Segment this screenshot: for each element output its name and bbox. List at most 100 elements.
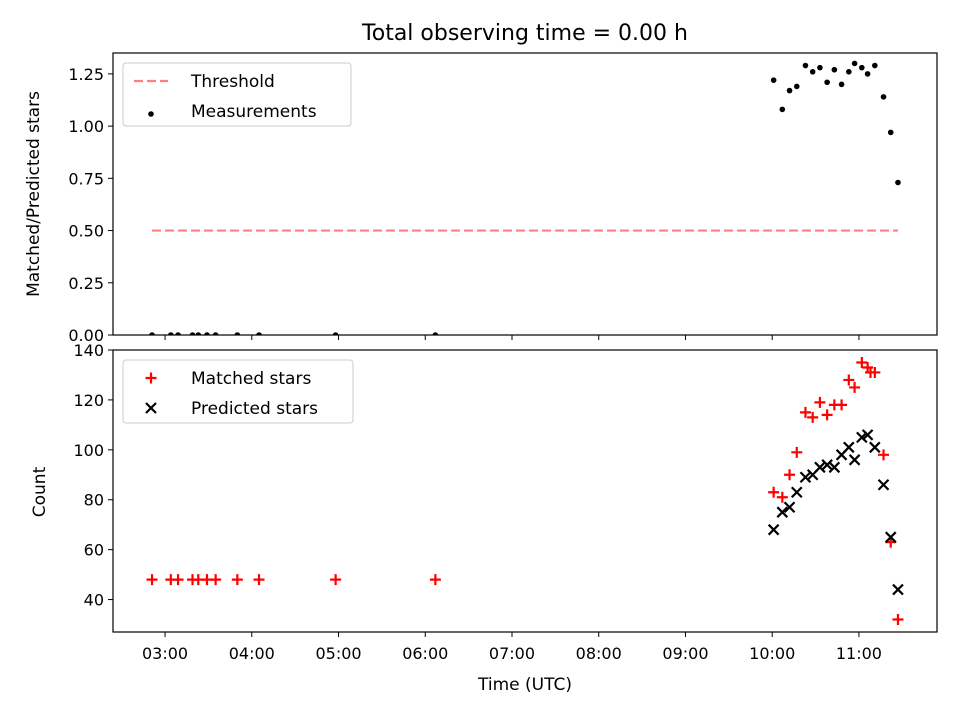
measurement-point [864,71,871,77]
matched-star-point [799,406,811,418]
measurement-point [802,62,809,69]
top-y-tick-label: 0.75 [68,169,104,188]
predicted-star-point [869,441,881,454]
x-tick-label: 08:00 [576,644,622,663]
top-legend: Threshold Measurements [122,62,352,127]
measurement-point [195,332,202,335]
predicted-star-point [799,471,812,484]
measurement-point [895,179,901,186]
matched-star-point [210,574,222,586]
legend-entry-label: Measurements [191,102,317,122]
chart-title: Total observing time = 0.00 h [361,21,688,46]
matched-star-point [784,469,796,481]
measurement-point [770,77,777,83]
matched-star-point [821,409,833,421]
matched-star-point [146,574,158,586]
measurement-point [838,81,845,88]
x-tick-label: 04:00 [229,644,275,663]
matched-star-point [231,574,243,586]
legend-entry-label: Matched stars [191,369,311,389]
measurement-point [887,129,894,136]
x-tick-label: 06:00 [402,644,448,663]
matched-star-point [856,356,868,368]
measurement-point [872,62,878,69]
x-tick-label: 07:00 [489,644,535,663]
matched-star-point [849,381,861,393]
matched-star-point [807,411,819,423]
predicted-star-point [843,441,855,454]
measurement-point [256,332,262,335]
matched-star-point [776,491,788,503]
bottom-y-tick-label: 60 [84,541,104,560]
legend-entry-label: Predicted stars [191,399,318,419]
measurement-point [786,87,793,94]
measurement-point [149,332,155,335]
measurement-point [817,64,823,71]
predicted-star-point [814,461,826,474]
measurement-point [851,60,858,67]
predicted-star-point [828,461,841,474]
measurement-point [212,332,219,335]
legend-matched-swatch [145,372,157,384]
measurement-point [809,69,816,75]
x-tick-label: 05:00 [315,644,361,663]
legend-measurement-swatch [148,111,154,117]
measurement-point [234,332,241,335]
bottom-y-axis-label: Count [30,466,50,517]
top-y-tick-label: 0.00 [68,326,104,345]
matched-star-point [768,486,780,498]
top-y-tick-label: 1.25 [68,65,104,84]
legend-entry-label: Threshold [190,72,275,92]
measurement-point [168,332,174,335]
top-y-tick-label: 0.50 [68,222,104,241]
predicted-star-point [767,523,780,536]
predicted-star-point [877,478,890,491]
predicted-star-point [821,459,833,471]
measurement-point [332,332,339,335]
matched-star-point [791,446,803,458]
predicted-star-point [848,454,861,466]
matched-star-point [878,449,890,461]
matched-star-point [869,366,881,378]
measurement-point [831,66,838,73]
measurement-point [859,64,865,71]
predicted-star-point [783,501,796,513]
x-tick-label: 03:00 [142,644,188,663]
predicted-star-point [892,583,904,596]
top-y-tick-label: 1.00 [68,117,104,136]
top-y-tick-label: 0.25 [68,274,104,293]
bottom-y-tick-label: 40 [84,591,104,610]
measurement-point [432,332,439,335]
predicted-star-point [884,531,897,543]
measurement-point [846,69,852,75]
matched-star-point [836,399,848,411]
matched-star-point [172,574,184,586]
bottom-y-tick-label: 120 [73,391,104,410]
matched-star-point [330,574,342,586]
measurement-point [824,79,830,86]
predicted-star-point [776,506,789,518]
measurement-point [880,94,887,100]
matched-star-point [253,574,265,586]
predicted-star-point [856,431,868,444]
bottom-legend: Matched stars Predicted stars [122,359,354,424]
matched-star-point [429,574,441,586]
top-axes-frame [112,52,938,336]
matched-star-point [892,614,904,626]
bottom-y-tick-label: 80 [84,491,104,510]
measurement-point [204,332,210,335]
measurement-point [189,332,196,335]
bottom-y-tick-label: 100 [73,441,104,460]
bottom-axes-frame [112,349,938,633]
legend-predicted-swatch [145,402,157,414]
x-tick-label: 10:00 [749,644,795,663]
predicted-star-point [861,429,874,441]
x-tick-label: 11:00 [836,644,882,663]
matched-star-point [843,374,855,386]
bottom-panel: 40 60 80 100 120 140 03:00 04:00 05:00 06:00 07:00… [73,341,938,663]
matched-star-point [814,396,826,408]
measurement-point [793,83,800,90]
measurement-point [175,332,181,335]
x-tick-label: 09:00 [662,644,708,663]
